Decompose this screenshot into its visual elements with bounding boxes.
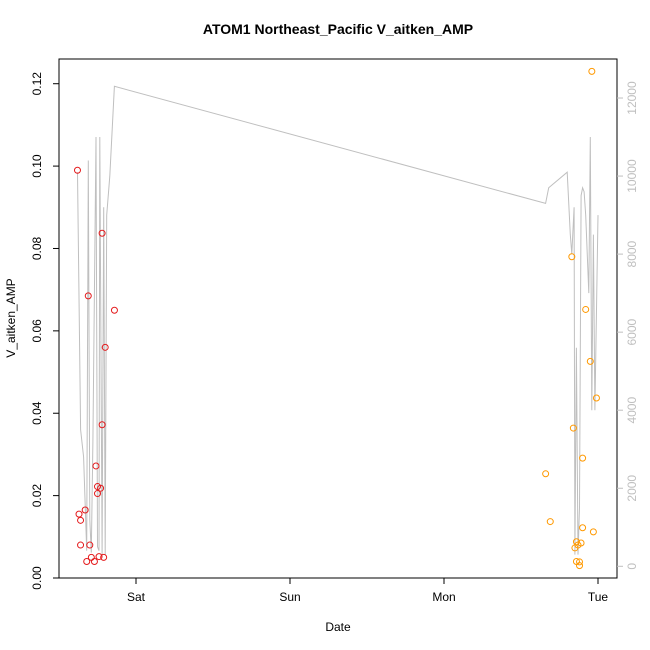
data-point-series-2 (589, 528, 597, 536)
y2-tick-label: 0 (625, 563, 639, 570)
series-line-right-axis (77, 85, 599, 555)
y-tick-label: 0.10 (30, 154, 44, 178)
data-point-series-2 (576, 562, 584, 570)
y2-tick-label: 2000 (625, 475, 639, 502)
y-tick-label: 0.08 (30, 236, 44, 260)
data-point-series-2 (572, 538, 580, 546)
data-point-series-1 (110, 306, 118, 314)
data-point-series-1 (77, 541, 85, 549)
data-point-series-2 (542, 470, 550, 478)
plot-frame (58, 58, 618, 579)
x-axis-label: Date (325, 620, 351, 634)
data-point-series-1 (86, 541, 94, 549)
y-tick-label: 0.02 (30, 484, 44, 508)
data-point-series-1 (98, 229, 106, 237)
x-tick-label: Sat (127, 590, 146, 604)
data-point-series-2 (579, 454, 587, 462)
data-point-series-1 (92, 462, 100, 470)
y-tick-label: 0.06 (30, 319, 44, 343)
y-tick-label: 0.00 (30, 566, 44, 590)
y-tick-label: 0.04 (30, 401, 44, 425)
data-point-series-2 (592, 394, 600, 402)
y2-tick-label: 4000 (625, 397, 639, 424)
data-point-series-1 (77, 516, 85, 524)
data-point-series-1 (97, 484, 105, 492)
data-point-series-2 (569, 424, 577, 432)
y2-tick-label: 12000 (625, 81, 639, 115)
data-point-series-1 (73, 166, 81, 174)
data-point-series-1 (98, 421, 106, 429)
data-point-series-2 (568, 253, 576, 261)
data-point-series-2 (582, 305, 590, 313)
data-point-series-1 (84, 292, 92, 300)
data-point-series-2 (577, 539, 585, 547)
y-axis-label: V_aitken_AMP (4, 278, 18, 357)
y2-tick-label: 6000 (625, 318, 639, 345)
y-tick-label: 0.12 (30, 72, 44, 96)
x-tick-label: Tue (588, 590, 609, 604)
data-point-series-2 (579, 524, 587, 532)
data-point-series-1 (95, 553, 103, 561)
data-point-series-2 (586, 357, 594, 365)
data-point-series-1 (90, 558, 98, 566)
data-point-series-1 (81, 506, 89, 514)
y2-tick-label: 8000 (625, 240, 639, 267)
data-point-series-2 (546, 518, 554, 526)
x-tick-label: Sun (279, 590, 300, 604)
data-point-series-1 (75, 510, 83, 518)
data-point-series-1 (101, 343, 109, 351)
data-point-series-1 (94, 490, 101, 498)
data-point-series-2 (588, 67, 596, 75)
data-point-series-1 (83, 558, 91, 566)
y2-tick-label: 10000 (625, 159, 639, 193)
plot-area: Sat Sun Mon Tue 0.00 0.02 0.04 0.06 0.08 0.10 0.12… (30, 58, 639, 604)
data-point-series-1 (100, 553, 108, 561)
x-tick-label: Mon (432, 590, 455, 604)
data-point-series-2 (576, 558, 584, 566)
chart-title: ATOM1 Northeast_Pacific V_aitken_AMP (203, 21, 473, 37)
